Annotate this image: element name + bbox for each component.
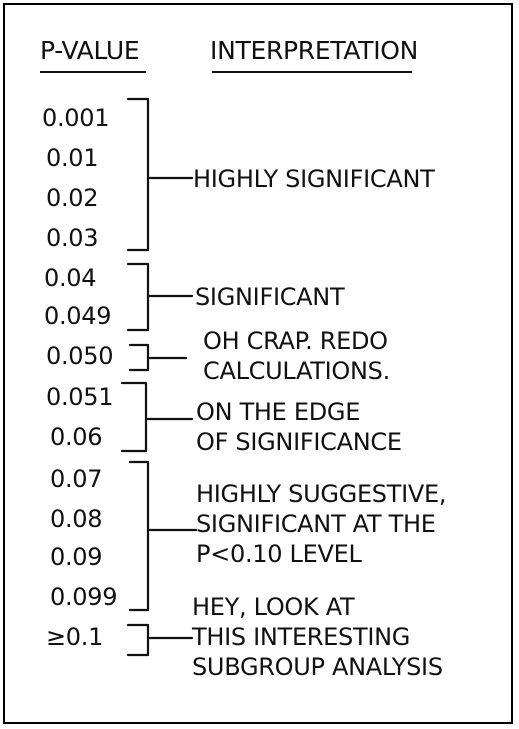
- interpretation-significant: SIGNIFICANT: [195, 283, 345, 311]
- comic-panel: [3, 3, 513, 724]
- p-value-0.03: 0.03: [46, 224, 99, 252]
- p-value-0.001: 0.001: [42, 104, 110, 132]
- p-value-0.099: 0.099: [50, 583, 118, 611]
- p-value-0.06: 0.06: [50, 423, 103, 451]
- interpretation-header-underline: [212, 71, 412, 73]
- p-value-0.01: 0.01: [46, 144, 99, 172]
- interpretation-header: INTERPRETATION: [210, 36, 419, 65]
- p-value-0.09: 0.09: [50, 543, 103, 571]
- bracket-edge-of-significance: [120, 381, 194, 453]
- p-value-0.1-or-more: ≥0.1: [46, 623, 104, 651]
- p-value-header-underline: [40, 71, 146, 73]
- bracket-redo-calculations: [128, 343, 188, 372]
- interpretation-subgroup-analysis: HEY, LOOK AT THIS INTERESTING SUBGROUP A…: [192, 593, 443, 681]
- interpretation-highly-significant: HIGHLY SIGNIFICANT: [193, 165, 435, 193]
- p-value-header: P-VALUE: [40, 36, 140, 65]
- p-value-0.07: 0.07: [50, 465, 103, 493]
- bracket-significant: [126, 262, 194, 332]
- bracket-highly-significant: [126, 97, 194, 252]
- p-value-0.02: 0.02: [46, 184, 99, 212]
- p-value-0.050: 0.050: [46, 342, 114, 370]
- p-value-0.08: 0.08: [50, 505, 103, 533]
- p-value-0.051: 0.051: [46, 383, 114, 411]
- interpretation-edge-of-significance: ON THE EDGE OF SIGNIFICANCE: [196, 398, 402, 456]
- bracket-highly-suggestive: [128, 460, 198, 612]
- interpretation-highly-suggestive: HIGHLY SUGGESTIVE, SIGNIFICANT AT THE P<…: [196, 480, 447, 568]
- p-value-0.049: 0.049: [44, 302, 112, 330]
- bracket-subgroup-analysis: [126, 623, 194, 657]
- p-value-0.04: 0.04: [44, 264, 97, 292]
- interpretation-redo-calculations: OH CRAP. REDO CALCULATIONS.: [203, 327, 390, 385]
